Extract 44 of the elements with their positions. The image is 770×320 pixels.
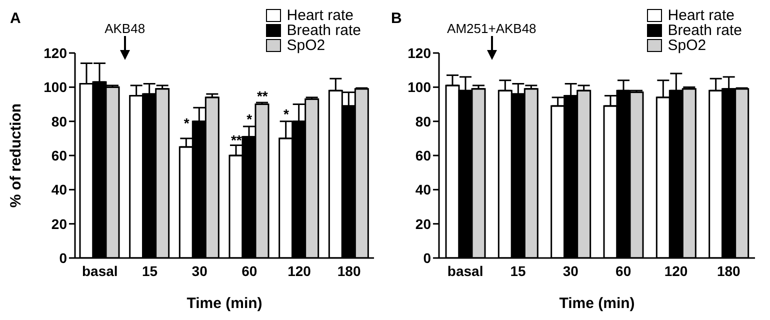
y-tick-label: 0 [59,250,68,266]
y-tick-label: 100 [44,79,68,96]
y-tick-label: 20 [415,216,432,232]
y-tick-label: 100 [408,79,432,96]
y-tick-label: 80 [415,113,432,130]
x-tick-label: 60 [616,262,632,279]
annotation: * [246,111,254,128]
y-tick-label: 0 [423,250,432,266]
x-tick-label: 120 [664,262,688,279]
text: AKB48 [104,21,146,36]
y-tick-label: 120 [44,44,68,61]
legend-label: SpO2 [668,37,706,54]
y-axis-title: % of reduction [7,103,24,208]
x-axis-title: Time (min) [559,295,635,312]
y-tick-label: 40 [415,182,432,198]
x-tick-label: 15 [510,262,526,279]
legend-label: SpO2 [286,37,326,54]
y-tick-label: 80 [51,113,68,130]
annotation: * [282,106,290,122]
chart-title: B [391,10,402,27]
annotation: * [182,114,190,131]
legend-label: Breath rate [286,22,361,39]
x-tick-label: 30 [192,262,208,279]
annotation: ** [230,132,243,148]
y-tick-label: 60 [51,147,68,164]
text: AM251+AKB48 [447,21,536,36]
x-tick-label: 120 [288,262,312,279]
x-tick-label: 30 [562,262,579,279]
y-tick-label: 120 [408,44,432,61]
x-tick-label: 180 [337,262,361,279]
y-tick-label: 60 [415,147,432,164]
legend-label: Heart rate [668,7,734,24]
x-tick-label: 15 [142,262,158,279]
x-tick-label: 180 [716,262,741,279]
x-tick-label: 60 [242,262,258,279]
legend-label: Heart rate [286,7,354,24]
chart-title: A [10,10,21,27]
x-tick-label: basal [447,262,484,279]
y-tick-label: 40 [51,182,68,198]
x-axis-title: Time (min) [186,295,262,312]
legend-label: Breath rate [668,22,742,39]
y-tick-label: 20 [51,216,68,232]
annotation: ** [256,88,269,104]
x-tick-label: basal [82,262,118,279]
